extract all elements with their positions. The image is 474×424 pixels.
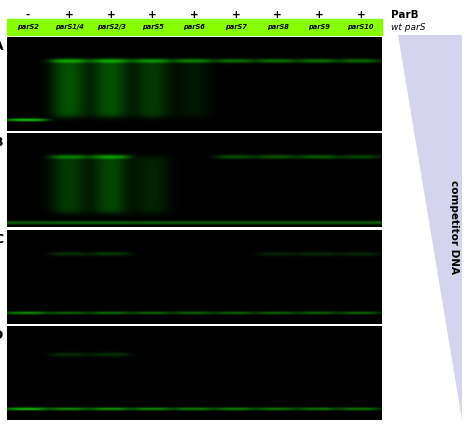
Text: +: +: [232, 10, 240, 20]
Text: +: +: [356, 10, 365, 20]
Text: parS5: parS5: [142, 24, 164, 30]
Text: A: A: [0, 40, 3, 53]
Text: ParB: ParB: [391, 10, 419, 20]
Text: C: C: [0, 233, 3, 245]
Text: parS2: parS2: [17, 24, 39, 30]
Text: +: +: [107, 10, 116, 20]
Text: +: +: [190, 10, 199, 20]
Text: +: +: [148, 10, 157, 20]
Text: B: B: [0, 137, 3, 149]
Text: parS10: parS10: [347, 24, 374, 30]
Text: parS6: parS6: [183, 24, 205, 30]
Text: parS2/3: parS2/3: [97, 24, 126, 30]
Polygon shape: [398, 35, 462, 420]
Text: wt parS: wt parS: [391, 22, 426, 32]
Text: D: D: [0, 329, 3, 342]
Bar: [7, 19, 382, 35]
Text: parS8: parS8: [266, 24, 289, 30]
Text: +: +: [65, 10, 74, 20]
Text: +: +: [273, 10, 282, 20]
Text: +: +: [315, 10, 324, 20]
Text: parS7: parS7: [225, 24, 247, 30]
Text: parS9: parS9: [308, 24, 330, 30]
Text: parS1/4: parS1/4: [55, 24, 84, 30]
Text: competitor DNA: competitor DNA: [448, 181, 459, 274]
Text: -: -: [26, 10, 30, 20]
